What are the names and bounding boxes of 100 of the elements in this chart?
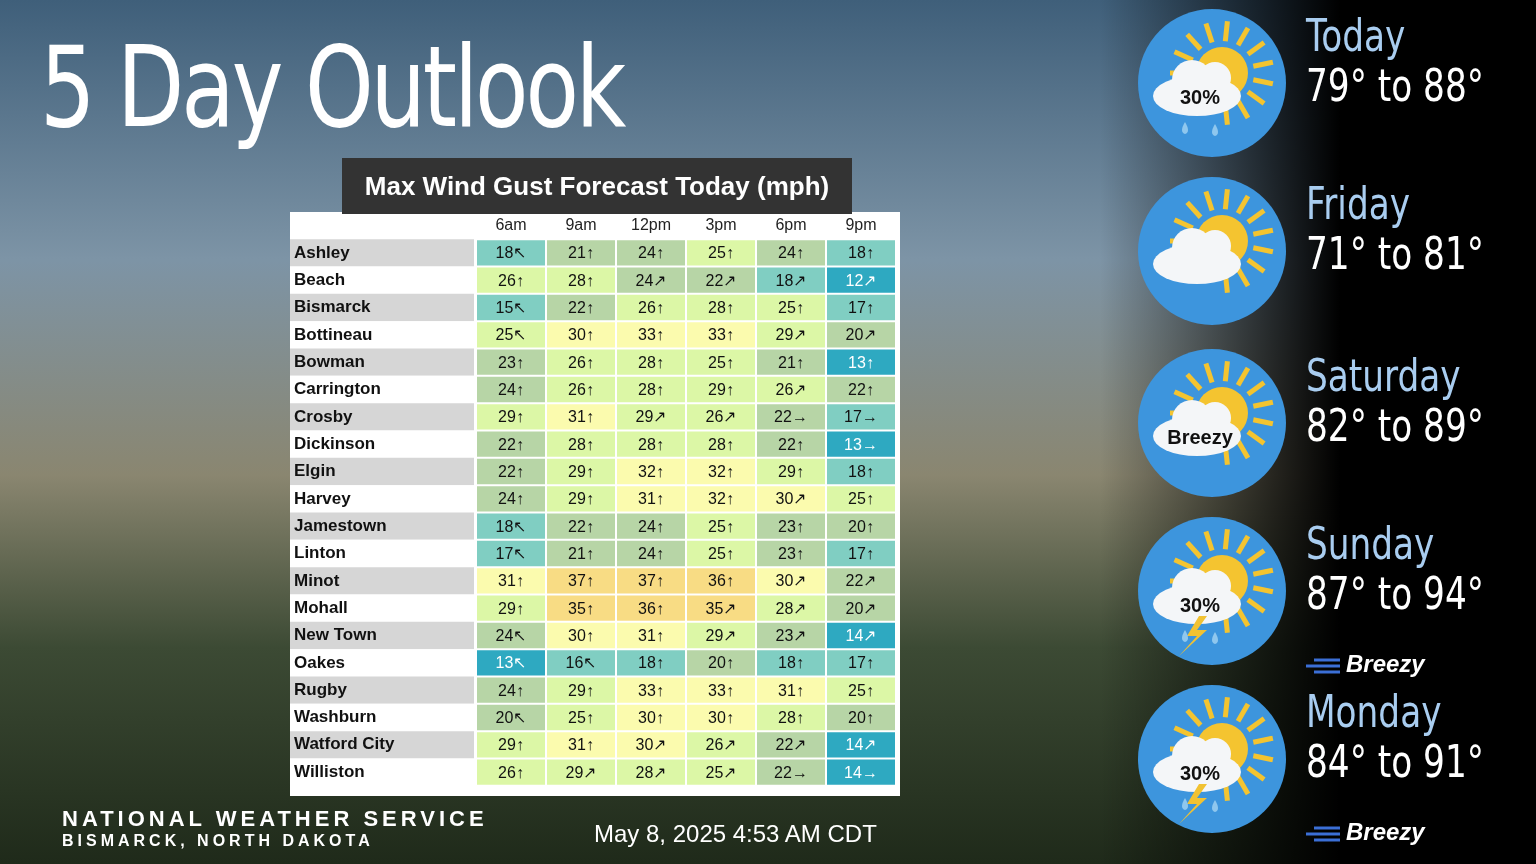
text: Breezy [1346, 650, 1425, 678]
data-label: 22↗ [845, 572, 877, 590]
text: 71° to 81° [1306, 228, 1484, 279]
data-label: 21↑ [568, 244, 594, 262]
data-label: 32↑ [638, 462, 664, 480]
data-label: 22↗ [775, 736, 807, 754]
data-label: 28↑ [638, 380, 664, 398]
y-tick-label: Bottineau [294, 324, 373, 344]
data-label: 31↑ [568, 736, 594, 754]
category-label: Today [1306, 10, 1406, 61]
data-label: 36↑ [638, 599, 664, 617]
data-label: 30↑ [568, 326, 594, 344]
y-tick-label: Beach [294, 269, 346, 289]
data-label: 28↑ [638, 353, 664, 371]
data-label: 31↑ [638, 490, 664, 508]
data-label: 25↑ [708, 244, 734, 262]
data-label: 29↗ [705, 626, 737, 644]
data-label: 30↑ [568, 626, 594, 644]
data-label: 22↑ [848, 380, 874, 398]
data-label: 12↗ [845, 271, 877, 289]
data-label: 29↗ [775, 326, 807, 344]
x-tick-label: 6pm [775, 216, 807, 234]
data-label: 18↖ [495, 244, 527, 262]
data-label: 25↑ [568, 708, 594, 726]
data-label: 24↑ [498, 681, 524, 699]
data-label: 28↑ [708, 298, 734, 316]
data-label: 25↑ [848, 490, 874, 508]
data-label: 20↑ [848, 708, 874, 726]
data-label: 31↑ [638, 626, 664, 644]
data-label: 26↑ [498, 763, 524, 781]
category-label: Sunday [1306, 518, 1435, 569]
category-label: Monday [1306, 686, 1442, 737]
data-label: 25↑ [708, 517, 734, 535]
x-tick-label: 9am [565, 216, 597, 234]
data-label: 32↑ [708, 462, 734, 480]
data-label: 13→ [844, 435, 878, 453]
data-label: 18↗ [775, 271, 807, 289]
data-label: 29↑ [778, 462, 804, 480]
text: 84° to 91° [1306, 736, 1484, 787]
x-tick-label: 3pm [705, 216, 737, 234]
data-label: 30↗ [635, 736, 667, 754]
data-label: 24↑ [778, 244, 804, 262]
x-tick-label: 6am [495, 216, 527, 234]
y-tick-label: Harvey [294, 488, 352, 508]
data-label: 17↑ [848, 654, 874, 672]
data-label: 20↖ [495, 708, 527, 726]
y-tick-label: Crosby [294, 406, 354, 426]
y-tick-label: Watford City [294, 734, 395, 754]
data-label: 14↗ [845, 626, 877, 644]
data-label: 29↑ [498, 736, 524, 754]
data-label: 36↑ [708, 572, 734, 590]
data-label: 18↑ [638, 654, 664, 672]
data-label: 18↑ [848, 244, 874, 262]
data-label: 30↗ [775, 490, 807, 508]
data-label: 22↑ [498, 462, 524, 480]
text: 82° to 89° [1306, 400, 1484, 451]
data-label: 28↗ [635, 763, 667, 781]
text: 30% [1179, 594, 1221, 617]
data-label: 28↗ [775, 599, 807, 617]
y-tick-label: Washburn [294, 707, 377, 727]
data-label: 29↑ [568, 490, 594, 508]
y-tick-label: Oakes [294, 652, 346, 672]
data-label: 26↑ [568, 353, 594, 371]
y-tick-label: Carrington [294, 379, 381, 399]
data-label: 25↑ [778, 298, 804, 316]
data-label: 17↑ [848, 298, 874, 316]
data-label: 26↑ [638, 298, 664, 316]
text: Breezy [1166, 426, 1234, 449]
data-label: 24↑ [498, 490, 524, 508]
x-tick-label: 12pm [630, 216, 672, 234]
data-label: 23↗ [775, 626, 807, 644]
text: May 8, 2025 4:53 AM CDT [594, 820, 877, 848]
data-label: 26↗ [775, 380, 807, 398]
y-tick-label: New Town [294, 625, 377, 645]
data-label: 16↖ [565, 654, 597, 672]
data-label: 26↑ [498, 271, 524, 289]
data-label: 37↑ [568, 572, 594, 590]
y-tick-label: Elgin [294, 461, 336, 481]
data-label: 33↑ [708, 681, 734, 699]
text: 30% [1179, 762, 1221, 785]
data-label: 30↑ [638, 708, 664, 726]
text: 79° to 88° [1306, 60, 1484, 111]
text: 5 Day Outlook [40, 22, 624, 152]
data-label: 33↑ [708, 326, 734, 344]
data-label: 24↑ [498, 380, 524, 398]
data-label: 22↑ [498, 435, 524, 453]
data-label: 30↑ [708, 708, 734, 726]
y-tick-label: Minot [294, 570, 340, 590]
data-label: 25↑ [708, 353, 734, 371]
data-label: 25↑ [708, 544, 734, 562]
data-label: 31↑ [498, 572, 524, 590]
data-label: 29↑ [568, 681, 594, 699]
y-tick-label: Rugby [294, 679, 348, 699]
y-tick-label: Bowman [294, 351, 365, 371]
data-label: 13↑ [848, 353, 874, 371]
y-tick-label: Ashley [294, 242, 351, 262]
data-label: 25↖ [495, 326, 527, 344]
data-label: 23↑ [498, 353, 524, 371]
data-label: 26↗ [705, 736, 737, 754]
data-label: 22↗ [705, 271, 737, 289]
